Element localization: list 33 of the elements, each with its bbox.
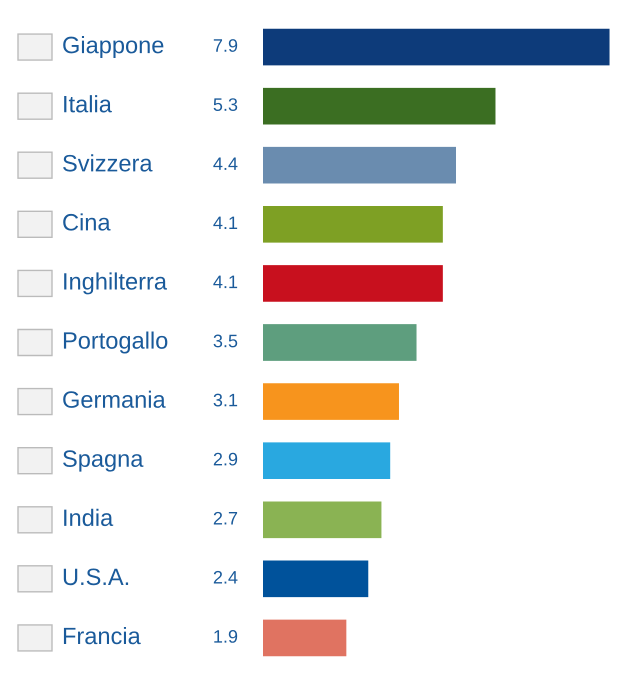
bar [263,265,443,302]
y-tick-label: U.S.A. [64,568,128,586]
bar [263,383,399,420]
bar [263,560,368,598]
bar [263,324,417,361]
y-tick-label: Cina [63,213,111,231]
bar [263,88,496,124]
y-tick-label: India [64,508,114,526]
data-label: 4.4 [213,157,238,170]
data-label: 2.9 [214,452,238,466]
y-tick-label: Spagna [63,450,144,472]
bar [263,442,390,479]
data-label: 3.1 [214,394,238,406]
data-label: 3.5 [214,334,238,348]
bar [263,501,382,538]
bar [263,620,346,656]
y-tick-label: Germania [63,390,166,408]
y-tick-label: Portogallo [64,331,168,354]
data-label: 4.1 [213,276,238,288]
y-tick-label: Italia [64,95,112,112]
data-label: 2.4 [214,570,238,584]
y-tick-label: Giappone [63,36,164,58]
data-label: 4.1 [213,216,238,229]
bar [263,206,443,243]
y-tick-label: Francia [64,626,141,644]
bar [263,146,456,184]
data-label: 7.9 [214,39,238,52]
y-tick-label: Svizzera [63,154,153,172]
data-label: 5.3 [214,98,238,111]
bar [263,28,610,66]
data-label: 1.9 [214,630,238,643]
data-label: 2.7 [214,512,238,524]
y-tick-label: Inghilterra [64,272,167,294]
